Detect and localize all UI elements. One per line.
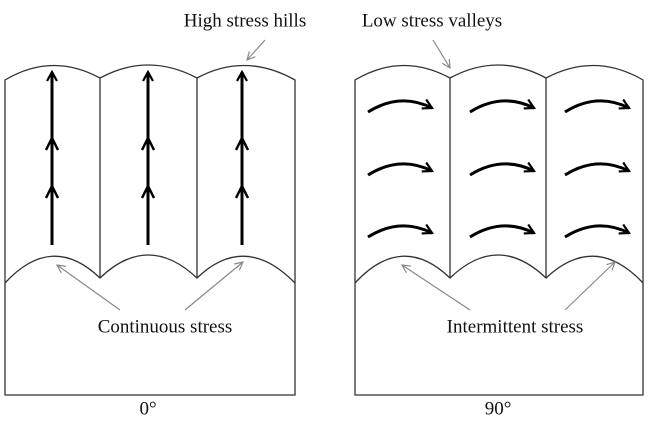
curved-arrows <box>367 101 629 239</box>
label-intermittent: Intermittent stress <box>447 316 584 337</box>
label-continuous: Continuous stress <box>98 316 233 337</box>
caption-right: 90° <box>485 398 512 419</box>
label-low-stress: Low stress valleys <box>362 10 502 31</box>
caption-left: 0° <box>139 398 156 419</box>
label-high-stress: High stress hills <box>184 10 306 31</box>
panel-right <box>354 64 644 396</box>
vertical-arrows <box>44 72 250 245</box>
panel-left <box>4 64 296 396</box>
